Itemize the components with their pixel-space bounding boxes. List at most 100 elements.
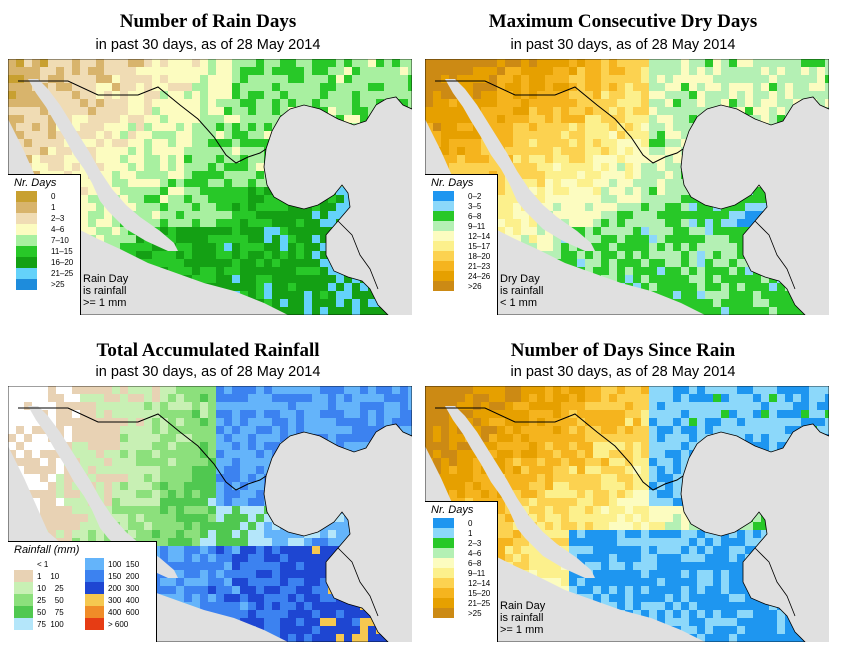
legend-swatch bbox=[433, 578, 454, 588]
legend-swatch bbox=[433, 588, 454, 598]
legend-item: 150 200 bbox=[85, 570, 152, 582]
legend-swatch bbox=[14, 582, 33, 594]
rain-days-title: Number of Rain Days bbox=[119, 11, 297, 32]
legend-swatch bbox=[16, 268, 37, 279]
since-rain-subtitle: in past 30 days, as of 28 May 2014 bbox=[510, 364, 736, 380]
coastline bbox=[8, 386, 412, 642]
legend-label: 4–6 bbox=[468, 548, 482, 558]
legend-item: 1 10 bbox=[14, 570, 81, 582]
coastline bbox=[425, 59, 829, 315]
legend-swatch bbox=[433, 271, 454, 281]
legend-label: 3–5 bbox=[468, 201, 482, 211]
legend-label: 21–25 bbox=[51, 269, 74, 278]
legend-label: 100 150 bbox=[108, 559, 140, 569]
legend-swatch bbox=[16, 213, 37, 224]
legend-label: >25 bbox=[468, 608, 482, 618]
us-mexico-border bbox=[435, 80, 684, 164]
legend-item: 50 75 bbox=[14, 606, 81, 618]
legend-item: >25 bbox=[8, 279, 80, 290]
legend-swatch bbox=[85, 618, 104, 630]
legend-swatch bbox=[433, 201, 454, 211]
legend-item: 11–15 bbox=[8, 246, 80, 257]
legend-label: 300 400 bbox=[108, 595, 140, 605]
rain-days-legend: Nr. Days 0 1 2–3 4–6 7–10 11–15 16–20 21–25 >25 bbox=[8, 174, 81, 315]
legend-swatch bbox=[85, 594, 104, 606]
legend-item: 100 150 bbox=[85, 558, 152, 570]
rain-days-subtitle: in past 30 days, as of 28 May 2014 bbox=[95, 37, 321, 53]
legend-item: 75 100 bbox=[14, 618, 81, 630]
coastline bbox=[8, 59, 412, 315]
legend-item: 4–6 bbox=[8, 224, 80, 235]
legend-item: 0 bbox=[425, 518, 497, 528]
dry-days-legend: Nr. Days 0–2 3–5 6–8 9–11 12–14 15–17 18–20 21–… bbox=[425, 174, 498, 315]
legend-swatch bbox=[433, 251, 454, 261]
legend-swatch bbox=[433, 518, 454, 528]
legend-label: 16–20 bbox=[51, 258, 74, 267]
legend-swatch bbox=[16, 191, 37, 202]
legend-item: 4–6 bbox=[425, 548, 497, 558]
legend-swatch bbox=[16, 257, 37, 268]
legend-swatch bbox=[14, 606, 33, 618]
legend-item: 21–25 bbox=[425, 598, 497, 608]
legend-label: 15–20 bbox=[468, 588, 491, 598]
us-mexico-border bbox=[18, 80, 267, 164]
legend-item: 1 bbox=[425, 528, 497, 538]
legend-item: 6–8 bbox=[425, 211, 497, 221]
legend-item: 200 300 bbox=[85, 582, 152, 594]
legend-swatch bbox=[14, 594, 33, 606]
total-rainfall-map: Rainfall (mm) < 1 100 150 1 10 150 200 10 25… bbox=[8, 386, 412, 642]
legend-item: 21–23 bbox=[425, 261, 497, 271]
legend-swatch bbox=[85, 558, 104, 570]
legend-label: 0 bbox=[51, 192, 56, 201]
legend-label: 11–15 bbox=[51, 247, 73, 256]
legend-title: Rainfall (mm) bbox=[14, 544, 80, 556]
since-rain-note: Rain Day is rainfall >= 1 mm bbox=[500, 600, 546, 636]
legend-label: 12–14 bbox=[468, 578, 491, 588]
legend-label: >26 bbox=[468, 281, 482, 291]
legend-swatch bbox=[433, 231, 454, 241]
legend-swatch bbox=[433, 221, 454, 231]
legend-label: 15–17 bbox=[468, 241, 491, 251]
us-mexico-border bbox=[18, 407, 267, 491]
legend-title: Nr. Days bbox=[431, 504, 474, 516]
dry-days-subtitle: in past 30 days, as of 28 May 2014 bbox=[510, 37, 736, 53]
since-rain-legend: Nr. Days 0 1 2–3 4–6 6–8 9–11 12–14 15–20 21–25 >… bbox=[425, 501, 498, 642]
legend-item: 2–3 bbox=[425, 538, 497, 548]
legend-item: 0 bbox=[8, 191, 80, 202]
rain-day-note: Rain Day is rainfall >= 1 mm bbox=[83, 273, 129, 309]
legend-label: 75 100 bbox=[37, 619, 64, 629]
legend-swatch bbox=[433, 598, 454, 608]
legend-item: 15–20 bbox=[425, 588, 497, 598]
legend-label: 9–11 bbox=[468, 568, 486, 578]
total-rainfall-title: Total Accumulated Rainfall bbox=[96, 340, 320, 361]
legend-swatch bbox=[16, 235, 37, 246]
legend-label: 25 50 bbox=[37, 595, 64, 605]
legend-label: 10 25 bbox=[37, 583, 64, 593]
legend-item: 6–8 bbox=[425, 558, 497, 568]
legend-item: 300 400 bbox=[85, 594, 152, 606]
legend-label: 2–3 bbox=[468, 538, 482, 548]
legend-label: 1 10 bbox=[37, 571, 60, 581]
total-rainfall-legend: Rainfall (mm) < 1 100 150 1 10 150 200 10 25… bbox=[8, 541, 157, 642]
guatemala-border bbox=[337, 220, 379, 290]
legend-label: 18–20 bbox=[468, 251, 491, 261]
legend-label: > 600 bbox=[108, 619, 129, 629]
us-mexico-border bbox=[435, 407, 684, 491]
legend-label: 150 200 bbox=[108, 571, 140, 581]
legend-item: >26 bbox=[425, 281, 497, 291]
legend-label: 21–23 bbox=[468, 261, 491, 271]
legend-swatch bbox=[14, 558, 33, 570]
legend-item: 0–2 bbox=[425, 191, 497, 201]
legend-swatch bbox=[14, 618, 33, 630]
legend-label: 400 600 bbox=[108, 607, 140, 617]
legend-swatch bbox=[85, 582, 104, 594]
legend-label: 2–3 bbox=[51, 214, 65, 223]
legend-swatch bbox=[16, 224, 37, 235]
legend-swatch bbox=[433, 558, 454, 568]
since-rain-title: Number of Days Since Rain bbox=[510, 340, 736, 361]
gulf-of-california bbox=[445, 79, 595, 251]
legend-swatch bbox=[85, 570, 104, 582]
legend-swatch bbox=[433, 568, 454, 578]
legend-item: 1 bbox=[8, 202, 80, 213]
legend-swatch bbox=[433, 538, 454, 548]
